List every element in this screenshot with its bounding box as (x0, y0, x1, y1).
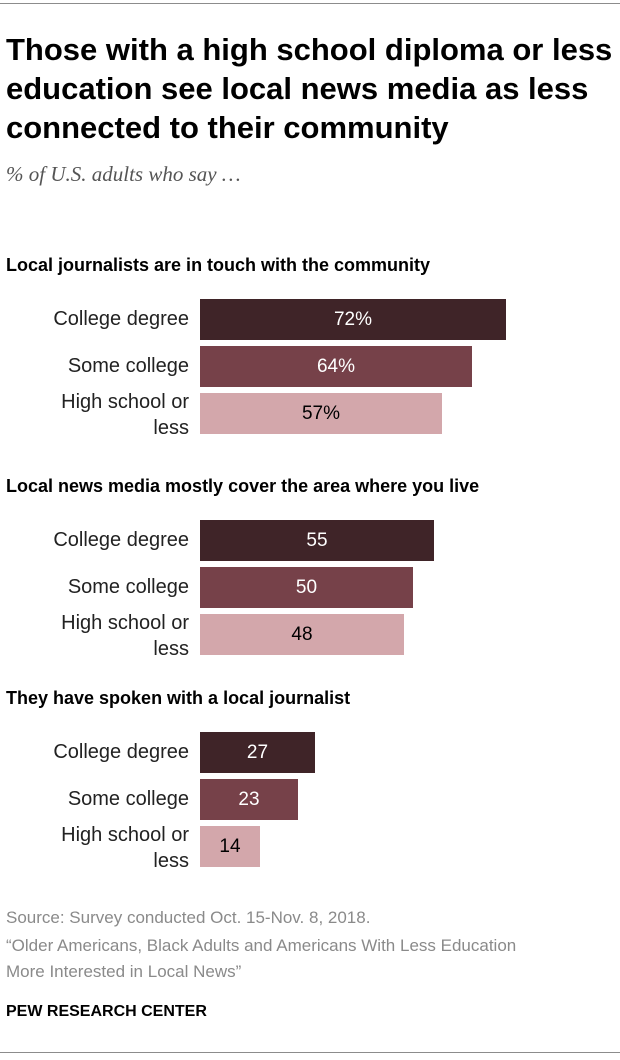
bar: 50 (200, 567, 413, 608)
category-label: High school or less (61, 612, 189, 660)
category-label: College degree (53, 741, 189, 763)
bar-value-label: 64% (316, 355, 356, 377)
bar-value-label: 14 (219, 835, 241, 857)
category-label: College degree (53, 529, 189, 551)
bar-value-label: 72% (333, 308, 373, 330)
report-title-line-2: More Interested in Local News” (6, 962, 242, 981)
bar-row: College degree 55 (0, 520, 620, 562)
bar-value-label: 50 (295, 576, 318, 598)
source-note: Source: Survey conducted Oct. 15-Nov. 8,… (6, 908, 371, 927)
bar: 23 (200, 779, 298, 820)
bar-row: High school or less 48 (0, 612, 620, 660)
brand-logo-text: PEW RESEARCH CENTER (6, 1003, 207, 1020)
bar: 27 (200, 732, 315, 773)
bar-value-label: 23 (238, 788, 260, 810)
category-label: College degree (53, 308, 189, 330)
bar: 14 (200, 826, 260, 867)
top-rule (0, 3, 620, 4)
bar-value-label: 48 (291, 623, 313, 645)
bar: 72% (200, 299, 506, 340)
panel-title: Local journalists are in touch with the … (6, 255, 431, 275)
bar: 55 (200, 520, 434, 561)
category-label: High school or less (61, 391, 189, 439)
bottom-rule (0, 1052, 620, 1053)
bar-row: College degree 27 (0, 732, 620, 774)
bar-row: High school or less 14 (0, 824, 620, 872)
report-title-line-1: “Older Americans, Black Adults and Ameri… (6, 936, 517, 955)
bar-row: Some college 64% (0, 346, 620, 388)
chart-subtitle: % of U.S. adults who say … (6, 162, 241, 186)
bar-row: College degree 72% (0, 299, 620, 341)
category-label: Some college (67, 355, 189, 377)
bar-value-label: 57% (301, 402, 341, 424)
bar-row: High school or less 57% (0, 391, 620, 439)
bar-value-label: 27 (246, 741, 269, 763)
category-label: Some college (67, 576, 189, 598)
panel-title: They have spoken with a local journalist (6, 688, 351, 708)
category-label: Some college (67, 788, 189, 810)
bar: 48 (200, 614, 404, 655)
bar-value-label: 55 (306, 529, 328, 551)
panel-title: Local news media mostly cover the area w… (6, 476, 480, 496)
bar-row: Some college 23 (0, 779, 620, 821)
chart-title: Those with a high school diploma or less… (6, 32, 613, 145)
bar: 64% (200, 346, 472, 387)
bar: 57% (200, 393, 442, 434)
category-label: High school or less (61, 824, 189, 872)
bar-row: Some college 50 (0, 567, 620, 609)
